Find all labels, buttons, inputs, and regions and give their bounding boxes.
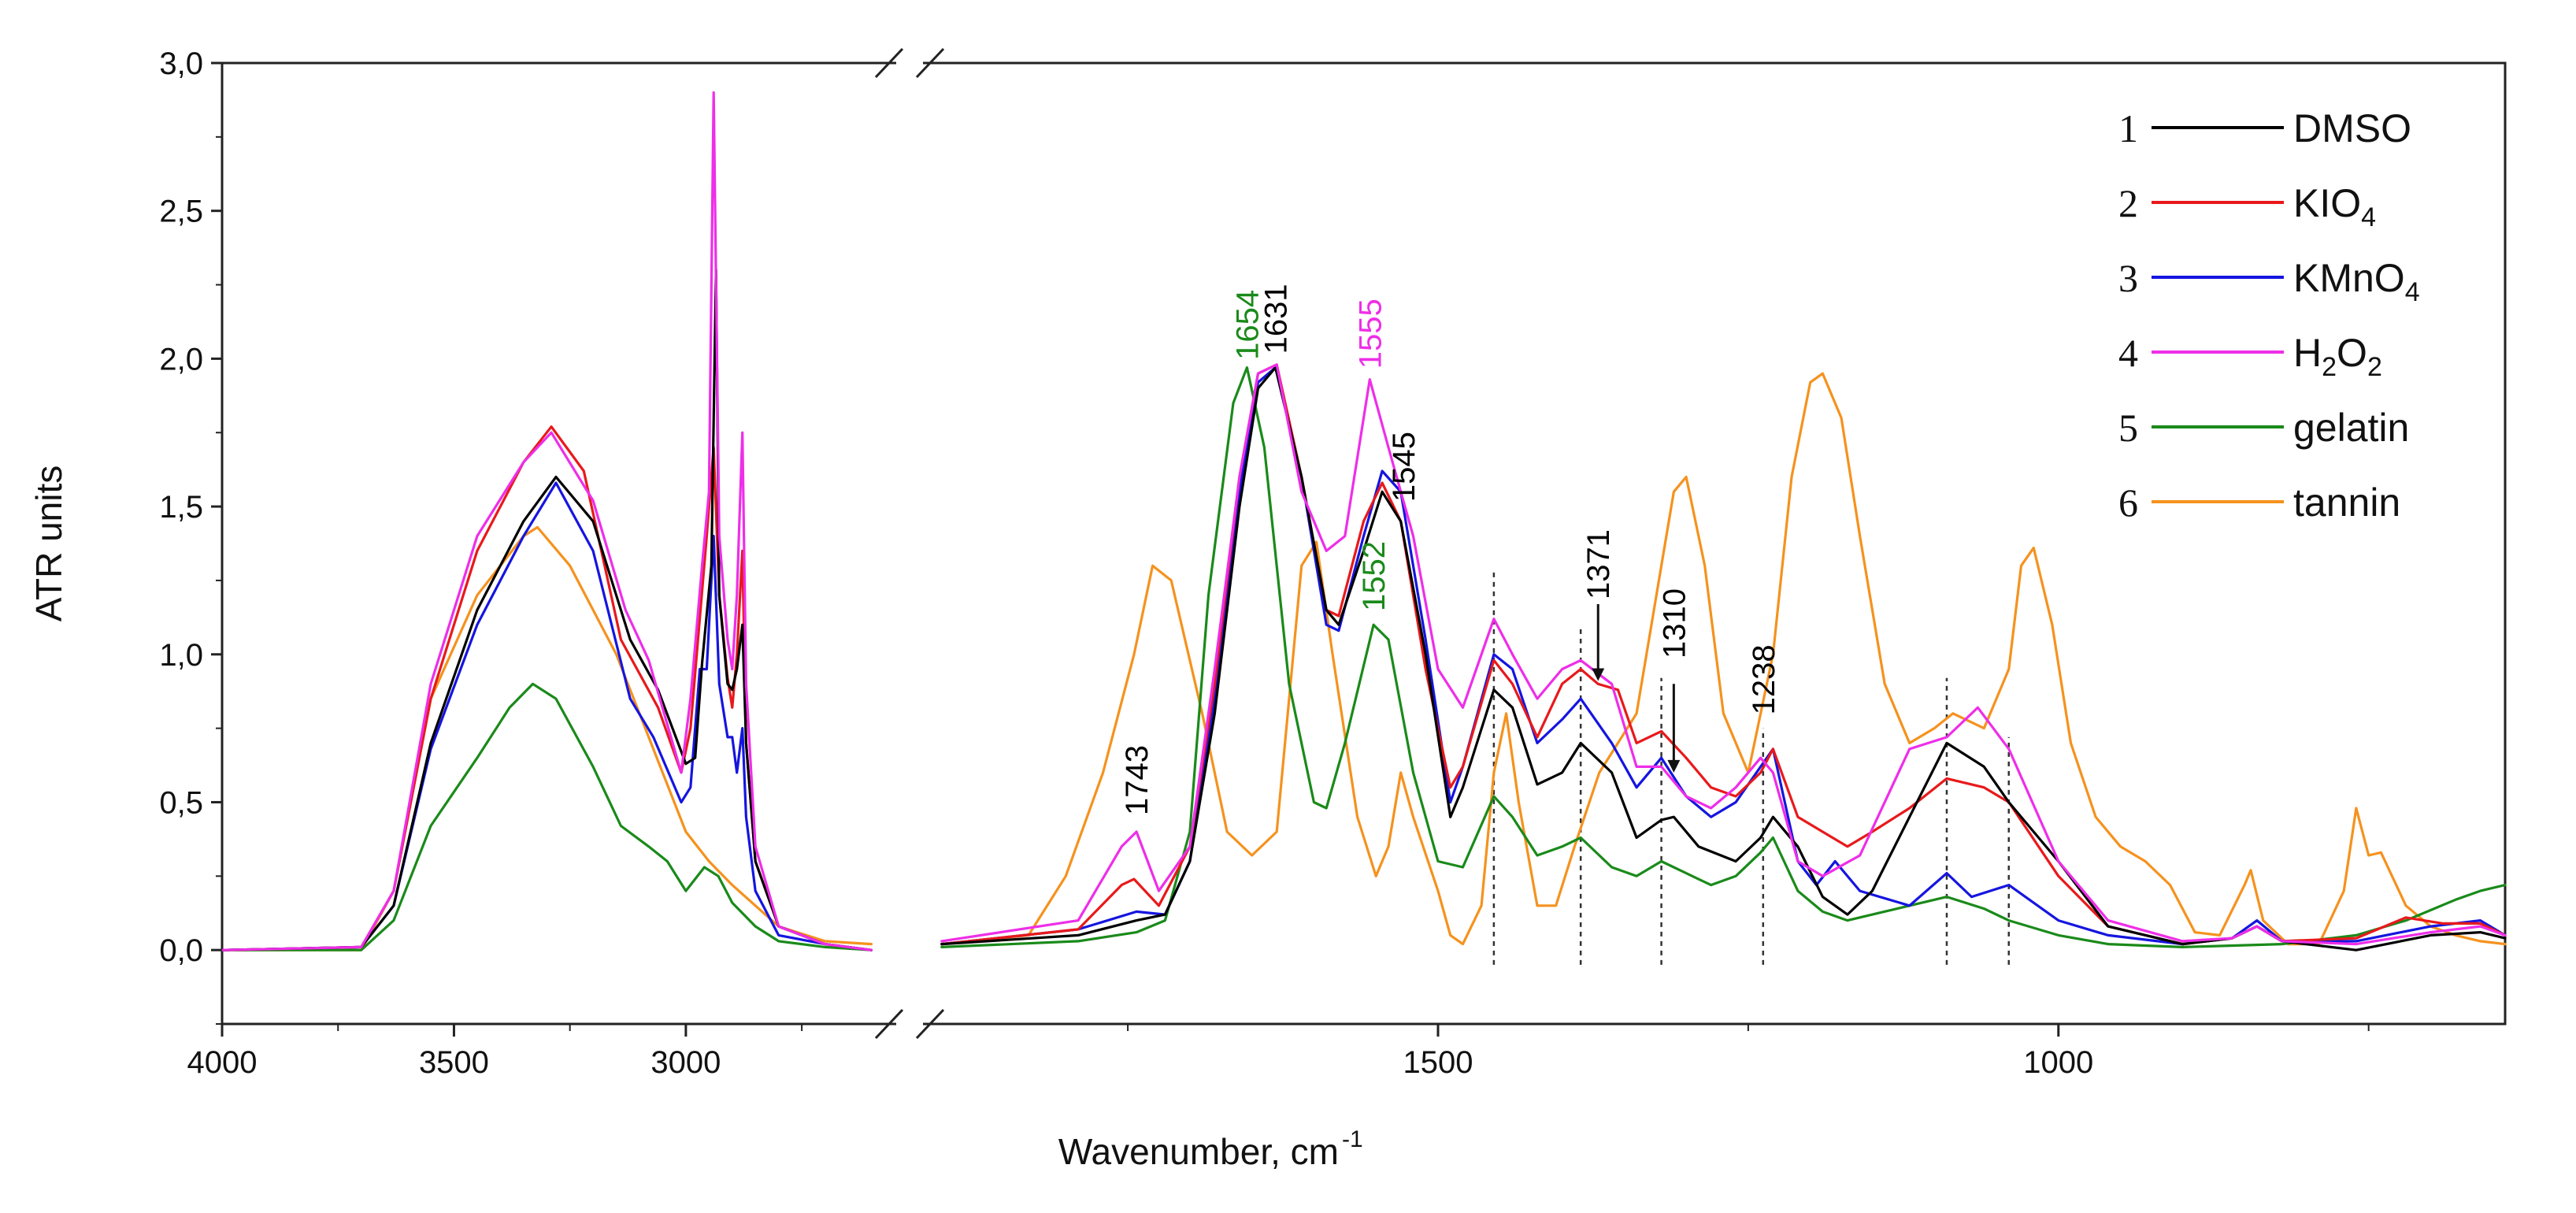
series-line-h-high [221,91,873,951]
series-line-tannin-high [221,525,873,951]
x-tick-label: 1500 [1403,1045,1473,1080]
legend-number: 4 [2118,331,2138,375]
peak-label: 1631 [1259,284,1294,354]
legend-number: 3 [2118,256,2138,300]
x-tick-label: 4000 [187,1045,258,1080]
peak-label: 1552 [1357,541,1392,611]
peak-label: 1545 [1387,432,1421,502]
legend-label: gelatin [2293,406,2409,450]
peak-label: 1310 [1657,588,1692,658]
x-tick-label: 1000 [2023,1045,2093,1080]
peak-label: 1238 [1747,644,1781,714]
legend-number: 6 [2118,480,2138,525]
series-line-gelatin-low [940,366,2507,949]
legend-label: DMSO [2293,106,2411,150]
x-axis-title-sup: -1 [1342,1126,1363,1152]
axis-break-mark [874,1008,904,1040]
y-tick-label: 2,5 [159,195,203,229]
y-tick-label: 0,5 [159,785,203,820]
y-tick-label: 2,0 [159,342,203,377]
y-tick-label: 3,0 [159,46,203,81]
legend-number: 2 [2118,181,2138,225]
legend-label: H2O2 [2293,331,2382,382]
series-line-kmno-high [221,481,873,951]
series-line-tannin-low [940,372,2507,946]
arrow-head [1667,759,1681,773]
plot-frame [221,61,2507,1026]
series-line-kio-high [221,425,873,951]
series-line-dmso-high [221,269,873,951]
legend-label: KIO4 [2293,181,2376,232]
legend-number: 5 [2118,406,2138,450]
axis-break-mark [915,1008,945,1040]
legend-label: KMnO4 [2293,256,2420,307]
legend-label: tannin [2293,480,2400,525]
arrow-head [1592,668,1605,681]
axis-break-mark [874,47,904,79]
series-line-gelatin-high [221,682,873,951]
x-tick-label: 3000 [650,1045,721,1080]
y-tick-label: 0,0 [159,933,203,968]
y-tick-label: 1,5 [159,490,203,525]
axis-break-gap [896,1018,923,1030]
peak-label: 1555 [1353,299,1388,369]
series-line-h-low [940,363,2507,946]
x-tick-label: 3500 [419,1045,489,1080]
y-tick-label: 1,0 [159,638,203,673]
axis-break-mark [915,47,945,79]
x-axis-title: Wavenumber, cm [1058,1131,1339,1172]
peak-label: 1654 [1230,290,1265,360]
peak-label: 1371 [1581,529,1616,599]
peak-label: 1743 [1120,745,1155,815]
legend-number: 1 [2118,106,2138,150]
y-axis-title: ATR units [28,466,69,622]
axis-break-gap [896,57,923,69]
series-line-dmso-low [940,366,2507,951]
